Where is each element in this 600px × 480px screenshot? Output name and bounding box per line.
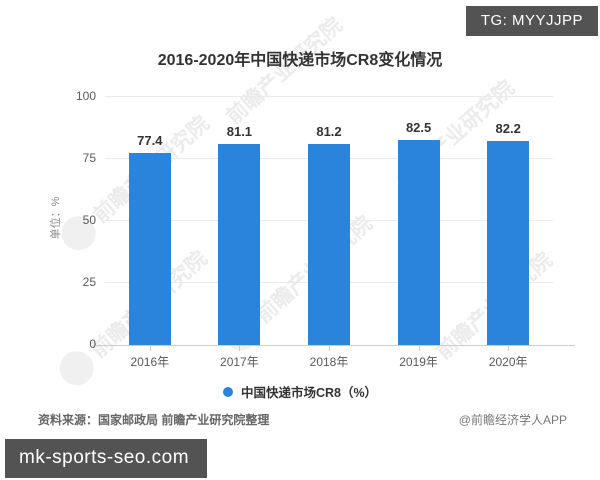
x-tick-mark xyxy=(508,346,510,351)
bar-value-label: 81.2 xyxy=(316,123,342,139)
x-tick-mark xyxy=(239,346,241,351)
legend-marker-dot xyxy=(222,386,233,397)
x-axis-line xyxy=(95,345,575,346)
x-tick-mark xyxy=(329,346,330,351)
x-tick-label: 2020年 xyxy=(488,355,528,369)
y-tick-label-0: 0 xyxy=(89,337,96,351)
x-tick-label: 2016年 xyxy=(130,355,170,369)
y-tick-label-75: 75 xyxy=(82,151,96,165)
y-tick-label-50: 50 xyxy=(82,213,96,227)
bar-2020年 xyxy=(487,141,530,345)
x-tick-mark xyxy=(418,346,420,351)
x-tick-label: 2018年 xyxy=(309,355,349,369)
legend: 中国快递市场CR8（%） xyxy=(0,382,600,401)
chart-title: 2016-2020年中国快递市场CR8变化情况 xyxy=(157,52,443,69)
plot-area: 77.4 81.1 81.2 82.5 82.2 xyxy=(105,96,553,345)
source-note: 资料来源：国家邮政局 前瞻产业研究院整理 xyxy=(38,413,270,427)
legend-series-label: 中国快递市场CR8（%） xyxy=(240,386,378,400)
gridline-100 xyxy=(105,96,553,97)
bar-2019年 xyxy=(397,140,440,345)
bar-2018年 xyxy=(308,143,350,345)
x-tick-mark xyxy=(149,346,151,351)
bar-value-label: 82.2 xyxy=(495,121,521,137)
y-tick-label-100: 100 xyxy=(75,89,96,103)
y-tick-label-25: 25 xyxy=(82,275,96,289)
bar-value-label: 81.1 xyxy=(226,123,253,139)
bar-value-label: 77.4 xyxy=(137,133,163,149)
tg-badge: TG: MYYJJPP xyxy=(465,6,598,36)
site-badge: mk-sports-seo.com xyxy=(5,439,208,478)
credit-note: @前瞻经济学人APP xyxy=(458,413,567,427)
bar-value-label: 82.5 xyxy=(405,120,432,136)
x-tick-label: 2019年 xyxy=(399,355,438,369)
x-tick-label: 2017年 xyxy=(220,355,259,369)
bar-2017年 xyxy=(218,143,261,345)
bar-2016年 xyxy=(128,153,171,345)
